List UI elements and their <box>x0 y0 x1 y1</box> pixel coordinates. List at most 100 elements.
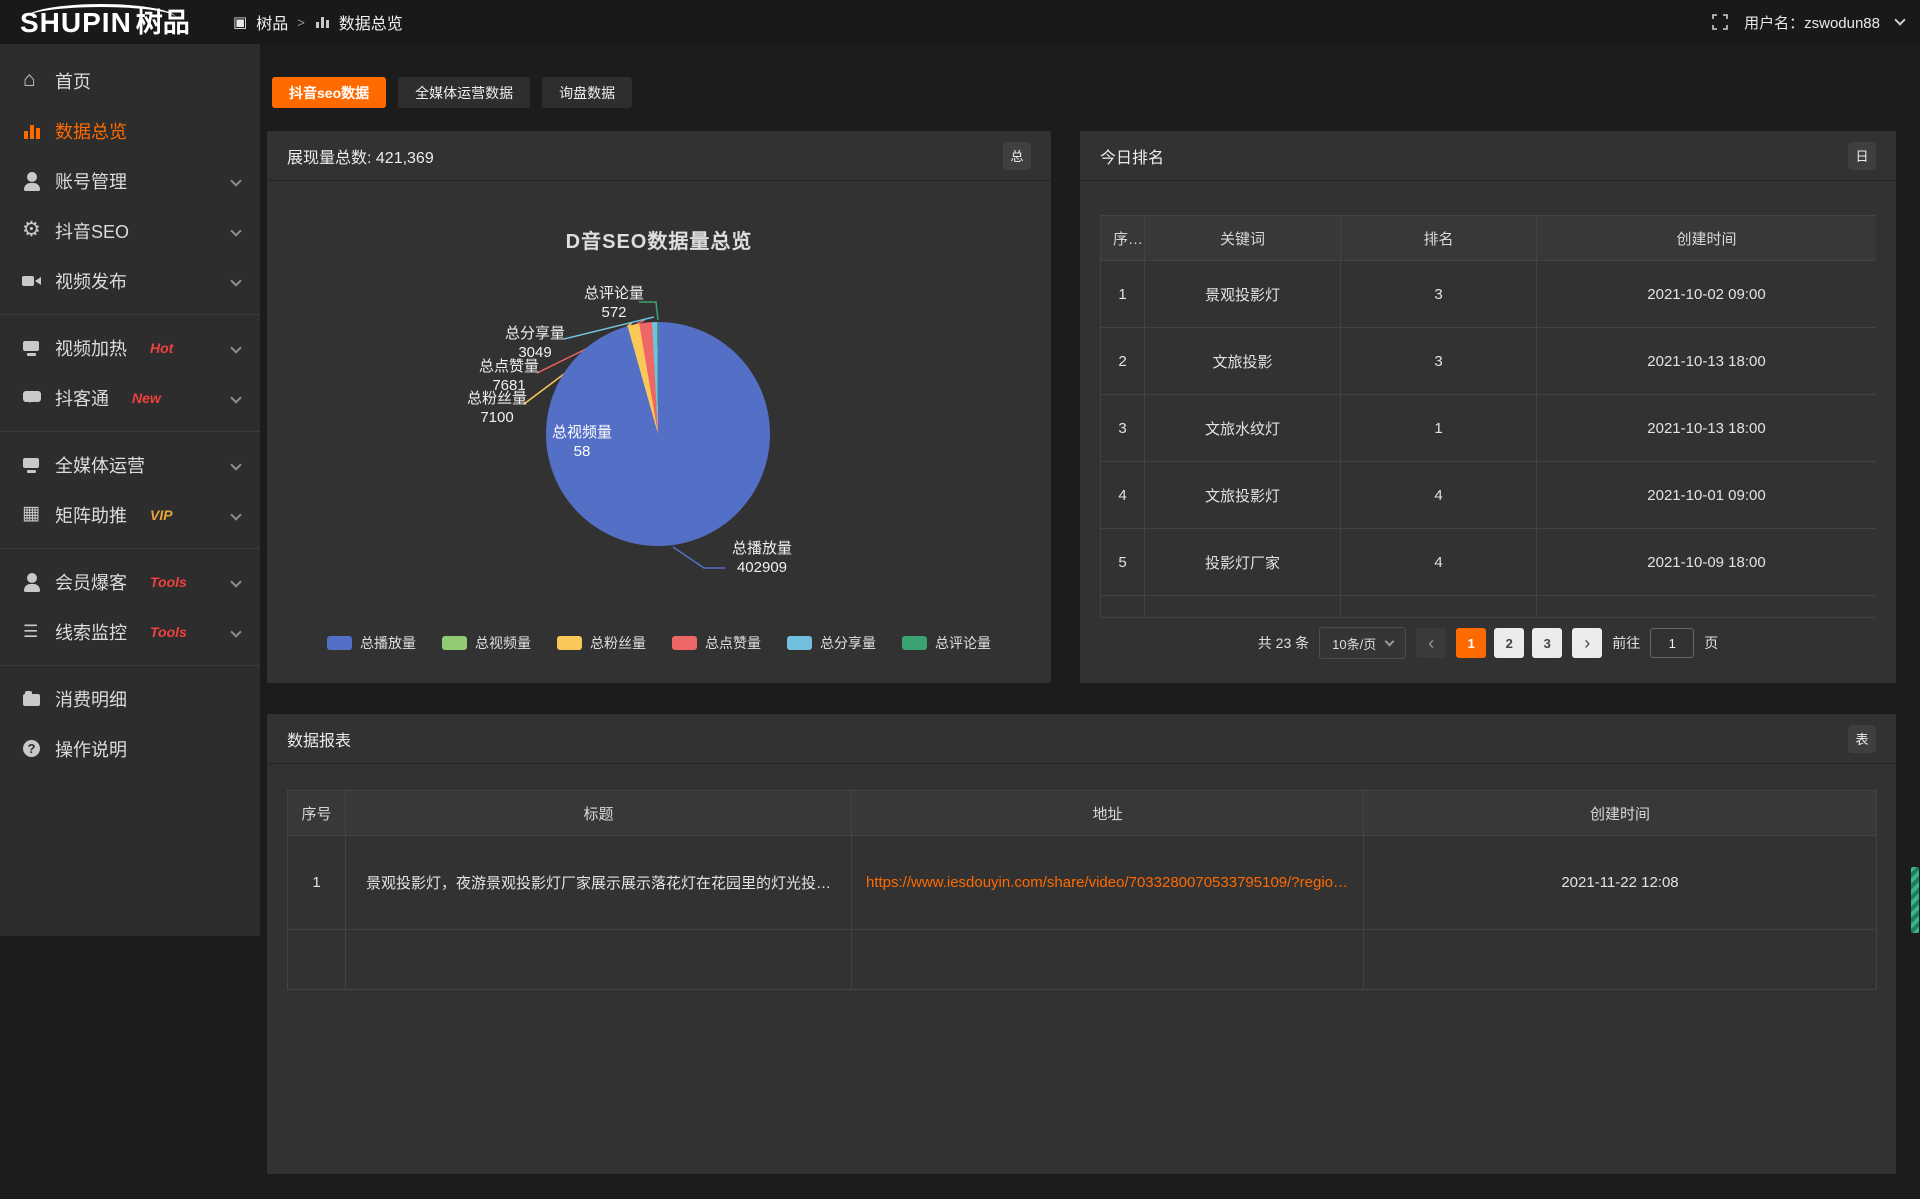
page-size-select[interactable]: 10条/页 <box>1319 627 1407 659</box>
table-cell: 文旅水纹灯 <box>1144 394 1341 462</box>
goto-page-input[interactable] <box>1650 628 1695 658</box>
pie-label-play: 总播放量 402909 <box>731 540 792 576</box>
scrollbar-thumb[interactable] <box>1911 867 1919 933</box>
table-cell: 1 <box>1340 394 1537 462</box>
legend-item[interactable]: 总粉丝量 <box>557 633 646 653</box>
sidebar-item-help[interactable]: 操作说明 <box>0 724 260 774</box>
sidebar-item-label: 会员爆客 <box>55 573 127 593</box>
tab-inquiry-data[interactable]: 询盘数据 <box>542 77 633 108</box>
help-icon <box>22 739 42 759</box>
table-cell: 4 <box>1340 528 1537 596</box>
legend-item[interactable]: 总评论量 <box>902 633 991 653</box>
ranking-panel-header: 今日排名 日 <box>1080 131 1896 181</box>
legend-swatch <box>442 636 467 650</box>
table-cell: 文旅投影 <box>1144 327 1341 395</box>
sidebar-item-home[interactable]: 首页 <box>0 56 260 106</box>
table-cell: 2021-10-13 18:00 <box>1536 327 1876 395</box>
table-cell: 2 <box>1100 327 1145 395</box>
legend-item[interactable]: 总点赞量 <box>672 633 761 653</box>
sidebar-item-label: 操作说明 <box>55 740 127 760</box>
ranking-badge-button[interactable]: 日 <box>1848 141 1876 170</box>
report-panel: 数据报表 表 序号 标题 地址 创建时间 1 景观投影灯，夜游景观投影灯厂家展示展示落花… <box>267 714 1896 1174</box>
chevron-down-icon <box>230 392 242 404</box>
table-cell <box>1363 929 1877 990</box>
report-badge-button[interactable]: 表 <box>1848 724 1876 753</box>
page-button-3[interactable]: 3 <box>1532 628 1563 658</box>
page-button-2[interactable]: 2 <box>1494 628 1525 658</box>
data-tabs: 抖音seo数据 全媒体运营数据 询盘数据 <box>272 77 633 108</box>
chevron-down-icon[interactable] <box>1894 14 1906 26</box>
video-link[interactable]: https://www.iesdouyin.com/share/video/70… <box>866 874 1348 891</box>
legend-swatch <box>557 636 582 650</box>
sidebar-item-label: 消费明细 <box>55 690 127 710</box>
report-body: 1 景观投影灯，夜游景观投影灯厂家展示展示落花灯在花园里的灯光投影应用效果 # ht… <box>287 835 1877 990</box>
sidebar-item-video-heat[interactable]: 视频加热 Hot <box>0 323 260 373</box>
pagination-total: 共 23 条 <box>1257 635 1310 651</box>
page-button-1[interactable]: 1 <box>1456 628 1487 658</box>
legend-label: 总播放量 <box>360 635 416 651</box>
pie-label-like: 总点赞量 7681 <box>478 358 539 394</box>
sidebar-item-data-overview[interactable]: 数据总览 <box>0 106 260 156</box>
display-icon <box>22 338 42 358</box>
column-header: 创建时间 <box>1536 215 1876 261</box>
column-header: 标题 <box>345 790 852 836</box>
legend-item[interactable]: 总播放量 <box>327 633 416 653</box>
legend-item[interactable]: 总分享量 <box>787 633 876 653</box>
logo-arc <box>26 4 176 18</box>
sidebar-item-label: 账号管理 <box>55 172 127 192</box>
sidebar-item-clue-monitor[interactable]: 线索监控 Tools <box>0 607 260 657</box>
chart-icon <box>22 121 42 141</box>
sidebar-badge: Tools <box>150 574 187 590</box>
sidebar-item-label: 全媒体运营 <box>55 456 145 476</box>
report-url-cell: https://www.iesdouyin.com/share/video/70… <box>851 835 1364 930</box>
topbar-right: 用户名：zswodun88 <box>1712 0 1906 44</box>
legend-item[interactable]: 总视频量 <box>442 633 531 653</box>
username-label[interactable]: 用户名：zswodun88 <box>1744 14 1880 32</box>
sidebar-item-label: 首页 <box>55 72 91 92</box>
breadcrumb-root[interactable]: 树品 <box>256 16 289 33</box>
sidebar-item-account-manage[interactable]: 账号管理 <box>0 156 260 206</box>
goto-suffix: 页 <box>1704 635 1719 651</box>
pagination: 共 23 条 10条/页 123 前往 页 <box>1080 627 1896 659</box>
ranking-table-wrap: 序号 关键词 排名 创建时间 1 景观投影灯 3 2021-10-02 09:00 2 文旅投影… <box>1100 215 1876 627</box>
overview-badge-button[interactable]: 总 <box>1003 141 1031 170</box>
report-header-row: 序号 标题 地址 创建时间 <box>287 790 1877 836</box>
sidebar-item-member-baoke[interactable]: 会员爆客 Tools <box>0 557 260 607</box>
column-header: 关键词 <box>1144 215 1341 261</box>
chevron-down-icon <box>230 275 242 287</box>
display-icon <box>22 455 42 475</box>
legend-label: 总评论量 <box>935 635 991 651</box>
column-header: 创建时间 <box>1363 790 1877 836</box>
table-cell: 投影灯厂家 <box>1144 528 1341 596</box>
table-cell: 3 <box>1100 394 1145 462</box>
sidebar-item-matrix-boost[interactable]: 矩阵助推 VIP <box>0 490 260 540</box>
table-cell <box>1100 595 1145 618</box>
legend-label: 总点赞量 <box>705 635 761 651</box>
divider <box>0 665 260 666</box>
sidebar-item-label: 抖音SEO <box>55 222 130 242</box>
fullscreen-icon[interactable] <box>1712 14 1728 30</box>
sidebar-item-douketong[interactable]: 抖客通 New <box>0 373 260 423</box>
pie-label-fans: 总粉丝量 7100 <box>466 390 527 426</box>
breadcrumb: ▣ 树品 > 数据总览 <box>233 0 403 44</box>
next-page-button[interactable] <box>1572 628 1603 658</box>
column-header: 序号 <box>287 790 346 836</box>
pie-chart[interactable] <box>546 322 770 546</box>
breadcrumb-current[interactable]: 数据总览 <box>338 16 403 33</box>
prev-page-button[interactable] <box>1416 628 1447 658</box>
sidebar-item-video-publish[interactable]: 视频发布 <box>0 256 260 306</box>
table-cell: 1 <box>1100 260 1145 328</box>
sidebar-item-douyin-seo[interactable]: 抖音SEO <box>0 206 260 256</box>
tab-douyin-seo-data[interactable]: 抖音seo数据 <box>272 77 387 108</box>
tab-media-operation-data[interactable]: 全媒体运营数据 <box>398 77 531 108</box>
column-header: 排名 <box>1340 215 1537 261</box>
table-row: 1 景观投影灯 3 2021-10-02 09:00 <box>1100 260 1876 328</box>
sidebar-item-consume-detail[interactable]: 消费明细 <box>0 674 260 724</box>
report-table-wrap: 序号 标题 地址 创建时间 1 景观投影灯，夜游景观投影灯厂家展示展示落花灯在花园里的灯… <box>287 790 1877 990</box>
topbar: SHUPIN 树品 ▣ 树品 > 数据总览 用户名：zswodun88 <box>0 0 1920 44</box>
table-cell: 3 <box>1340 327 1537 395</box>
sidebar-item-media-operation[interactable]: 全媒体运营 <box>0 440 260 490</box>
